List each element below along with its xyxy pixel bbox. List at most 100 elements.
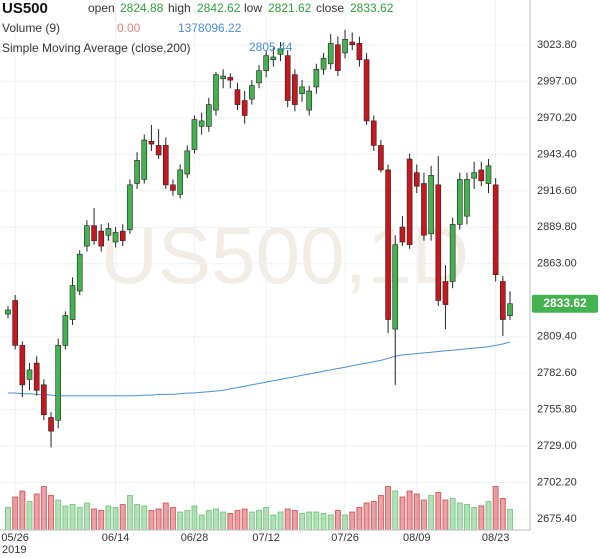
candle-body xyxy=(449,224,456,282)
volume-bar xyxy=(5,507,11,531)
candle-body xyxy=(33,362,40,391)
volume-bar xyxy=(48,495,55,531)
x-tick-label: 07/12 xyxy=(252,532,280,544)
candle-body xyxy=(292,74,298,105)
candle-body xyxy=(141,139,148,180)
volume-bar xyxy=(299,513,306,531)
volume-bar xyxy=(19,490,26,531)
volume-bar xyxy=(141,505,148,531)
volume-bar xyxy=(191,505,198,531)
volume-bar xyxy=(327,514,334,531)
candle-body xyxy=(19,345,26,386)
volume-bar xyxy=(478,505,485,531)
volume-bar xyxy=(471,507,478,531)
volume-bar xyxy=(385,486,392,531)
y-tick-label: 2889.80 xyxy=(537,221,577,233)
volume-bar xyxy=(55,499,62,531)
volume-bar xyxy=(248,511,255,531)
volume-bar xyxy=(442,499,449,531)
volume-bar xyxy=(342,514,349,531)
candle-body xyxy=(134,160,140,184)
high-label: high xyxy=(168,1,191,15)
volume-bar xyxy=(284,508,291,531)
candle-body xyxy=(155,145,162,156)
open-label: open xyxy=(88,1,115,15)
candle-body xyxy=(206,104,212,127)
candle-body xyxy=(320,58,327,70)
candle-body xyxy=(478,169,485,182)
y-tick-label: 2863.00 xyxy=(537,258,577,270)
candle-body xyxy=(392,244,399,330)
candle-body xyxy=(507,303,513,316)
volume-bar xyxy=(91,508,98,531)
volume-bar xyxy=(270,514,277,531)
candle-body xyxy=(456,179,463,225)
candle-body xyxy=(306,90,313,111)
volume-bar xyxy=(349,511,356,531)
volume-bar xyxy=(205,510,212,531)
volume-bar xyxy=(69,504,76,531)
volume-bar xyxy=(392,490,399,531)
x-tick-label: 07/26 xyxy=(331,532,359,544)
candle-body xyxy=(177,169,183,195)
candle-body xyxy=(349,41,356,46)
sma-value: 2805.44 xyxy=(249,40,293,54)
volume-bar xyxy=(134,504,141,531)
candle-body xyxy=(270,56,277,61)
x-tick-label: 08/23 xyxy=(482,532,510,544)
volume-bar xyxy=(256,510,262,531)
close-label: close xyxy=(316,1,344,15)
candle-body xyxy=(249,85,255,100)
y-tick-label: 2997.00 xyxy=(537,75,577,87)
volume-bar xyxy=(220,511,227,531)
open-value: 2824.88 xyxy=(120,1,164,15)
x-tick-label: 08/09 xyxy=(403,532,431,544)
candle-body xyxy=(256,70,262,84)
volume-bar xyxy=(277,511,284,531)
volume-bar xyxy=(306,511,313,531)
x-tick-label: 05/26 xyxy=(1,532,29,544)
volume-bar xyxy=(62,505,69,531)
candle-body xyxy=(399,226,406,243)
year-label: 2019 xyxy=(2,544,26,556)
candle-body xyxy=(12,300,18,346)
y-tick-label: 2675.40 xyxy=(537,513,577,525)
low-label: low xyxy=(244,1,262,15)
candle-body xyxy=(277,48,284,55)
volume-bar xyxy=(291,510,298,531)
candle-body xyxy=(98,230,105,247)
volume-bar xyxy=(363,502,370,531)
candle-body xyxy=(213,74,219,111)
volume-bar xyxy=(435,492,442,531)
volume-bar xyxy=(399,496,406,531)
y-tick-label: 2729.00 xyxy=(537,440,577,452)
candle-body xyxy=(227,77,234,81)
candle-body xyxy=(435,184,442,301)
candle-body xyxy=(241,100,248,116)
volume-bar xyxy=(169,507,176,531)
y-tick-label: 2916.60 xyxy=(537,185,577,197)
volume-bar xyxy=(33,493,40,531)
volume-bar xyxy=(485,501,492,531)
candle-body xyxy=(485,165,492,184)
candle-body xyxy=(55,345,62,421)
volume-bar xyxy=(40,486,47,531)
candle-body xyxy=(492,184,499,275)
volume-bar xyxy=(126,495,133,531)
volume-ma-value: 0.00 xyxy=(117,21,141,35)
volume-bar xyxy=(234,510,241,531)
candle-body xyxy=(299,86,305,95)
y-tick-label: 2970.20 xyxy=(537,112,577,124)
volume-bar xyxy=(356,507,363,531)
volume-bar xyxy=(241,508,248,531)
candle-body xyxy=(26,369,33,380)
candle-body xyxy=(184,150,191,175)
candle-body xyxy=(91,225,97,241)
volume-bar xyxy=(313,511,320,531)
volume-bar xyxy=(320,513,327,531)
candle-body xyxy=(198,120,205,127)
close-value: 2833.62 xyxy=(350,1,394,15)
candle-body xyxy=(69,285,76,320)
volume-bar xyxy=(105,505,112,531)
volume-bar xyxy=(463,504,470,531)
